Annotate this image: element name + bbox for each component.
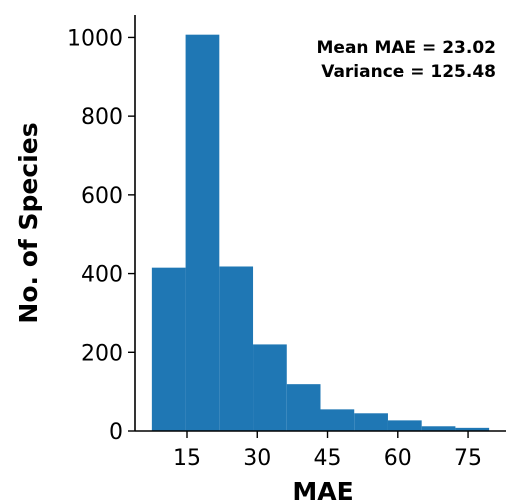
x-tick-label-30: 30 (243, 446, 271, 471)
y-tick-label-400: 400 (81, 263, 123, 288)
y-tick-label-800: 800 (81, 105, 123, 130)
histogram-bar-2 (219, 266, 254, 431)
y-tick-label-600: 600 (81, 184, 123, 209)
y-tick-label-200: 200 (81, 341, 123, 366)
x-tick-label-45: 45 (314, 446, 342, 471)
x-tick-label-75: 75 (454, 446, 482, 471)
histogram-bar-9 (455, 427, 490, 431)
ticks-group: 0 200 400 600 800 1000 15 30 45 60 75 (67, 26, 482, 471)
histogram-bar-5 (320, 409, 355, 431)
annotation-mean: Mean MAE = 23.02 (317, 38, 496, 58)
y-tick-label-1000: 1000 (67, 26, 123, 51)
histogram-bar-0 (151, 267, 186, 431)
x-axis-title: MAE (292, 477, 353, 503)
x-tick-label-60: 60 (384, 446, 412, 471)
bars-group (151, 34, 490, 431)
histogram-bar-7 (387, 420, 422, 431)
x-tick-label-15: 15 (173, 446, 201, 471)
y-tick-label-0: 0 (109, 420, 123, 445)
histogram-bar-8 (421, 426, 456, 431)
histogram-bar-4 (286, 384, 321, 431)
histogram-bar-3 (253, 344, 287, 431)
histogram-bar-1 (185, 34, 220, 431)
histogram-bar-6 (354, 413, 388, 431)
annotation-variance: Variance = 125.48 (321, 62, 496, 82)
y-axis-title: No. of Species (14, 122, 43, 323)
